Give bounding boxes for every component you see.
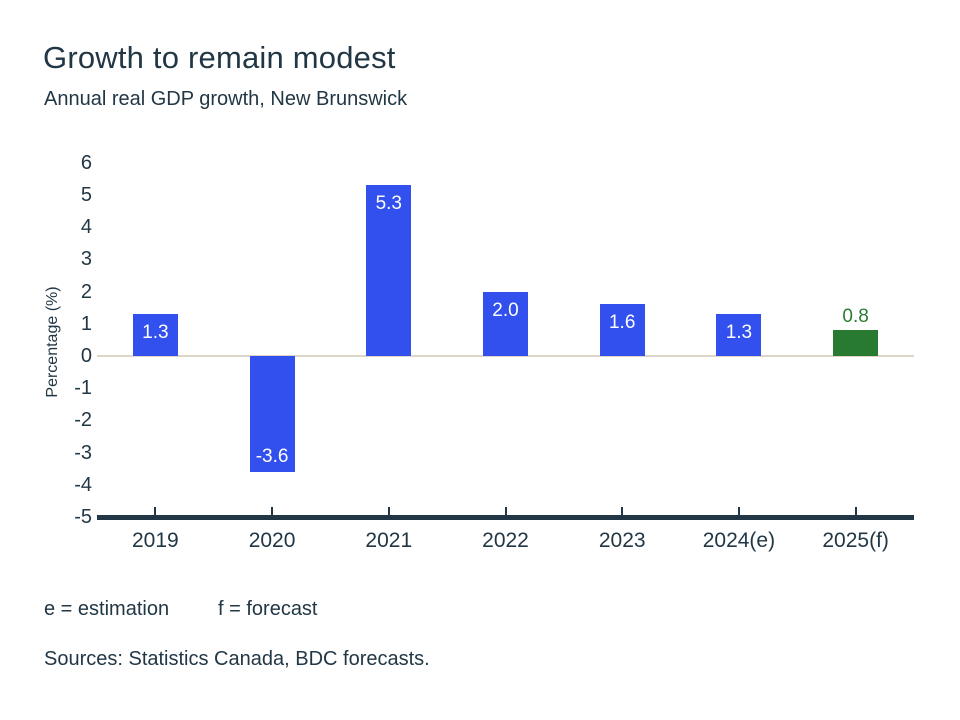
y-tick-label: 3: [80, 248, 92, 271]
x-tick-label: 2025(f): [822, 529, 889, 552]
chart-title: Growth to remain modest: [43, 40, 396, 75]
bar-2023: [599, 304, 645, 356]
footnote-forecast: f = forecast: [218, 598, 318, 620]
footnote-estimation: e = estimation: [44, 598, 170, 620]
bar-value-label: 5.3: [375, 193, 402, 215]
x-tick-mark: [854, 507, 857, 515]
y-tick-label: -1: [74, 377, 92, 400]
y-tick-label: -2: [74, 409, 92, 432]
bar-2020: [249, 356, 295, 472]
bar-value-label: 1.6: [608, 312, 636, 334]
x-tick-mark: [271, 507, 274, 515]
x-tick-mark: [621, 507, 624, 515]
bar-2022: [483, 291, 528, 356]
y-tick-label: 5: [80, 184, 92, 206]
x-tick-label: 2024(e): [702, 529, 776, 552]
bar-value-label: 1.3: [725, 322, 753, 344]
bar-value-label: -3.6: [255, 445, 289, 467]
y-tick-label: -4: [74, 473, 92, 496]
x-axis-line: [97, 515, 914, 520]
y-tick-label: 0: [80, 345, 92, 367]
bar-value-label: 0.8: [842, 306, 869, 328]
bar-value-label: 2.0: [492, 299, 519, 321]
y-tick-label: 6: [80, 151, 92, 174]
bar-2019: [132, 314, 178, 356]
bar-value-label: 1.3: [142, 322, 169, 344]
bar-2025(f): [833, 330, 879, 356]
y-tick-label: -3: [74, 441, 92, 464]
x-tick-label: 2022: [482, 529, 529, 552]
y-tick-label: 2: [80, 280, 92, 303]
sources-note: Sources: Statistics Canada, BDC forecast…: [44, 648, 430, 670]
zero-gridline: [97, 355, 914, 357]
x-tick-label: 2019: [131, 529, 179, 552]
x-tick-mark: [387, 507, 390, 515]
x-tick-mark: [154, 507, 157, 515]
x-tick-mark: [737, 507, 740, 515]
x-tick-label: 2021: [365, 529, 413, 552]
bar-2021: [366, 185, 412, 356]
y-tick-label: 1: [80, 312, 92, 335]
x-tick-label: 2023: [598, 529, 646, 552]
y-tick-label: -5: [74, 506, 92, 528]
x-tick-mark: [504, 507, 507, 515]
x-tick-label: 2020: [248, 529, 296, 552]
y-tick-label: 4: [80, 216, 92, 239]
chart-subtitle: Annual real GDP growth, New Brunswick: [44, 88, 408, 110]
bar-2024(e): [716, 314, 762, 356]
